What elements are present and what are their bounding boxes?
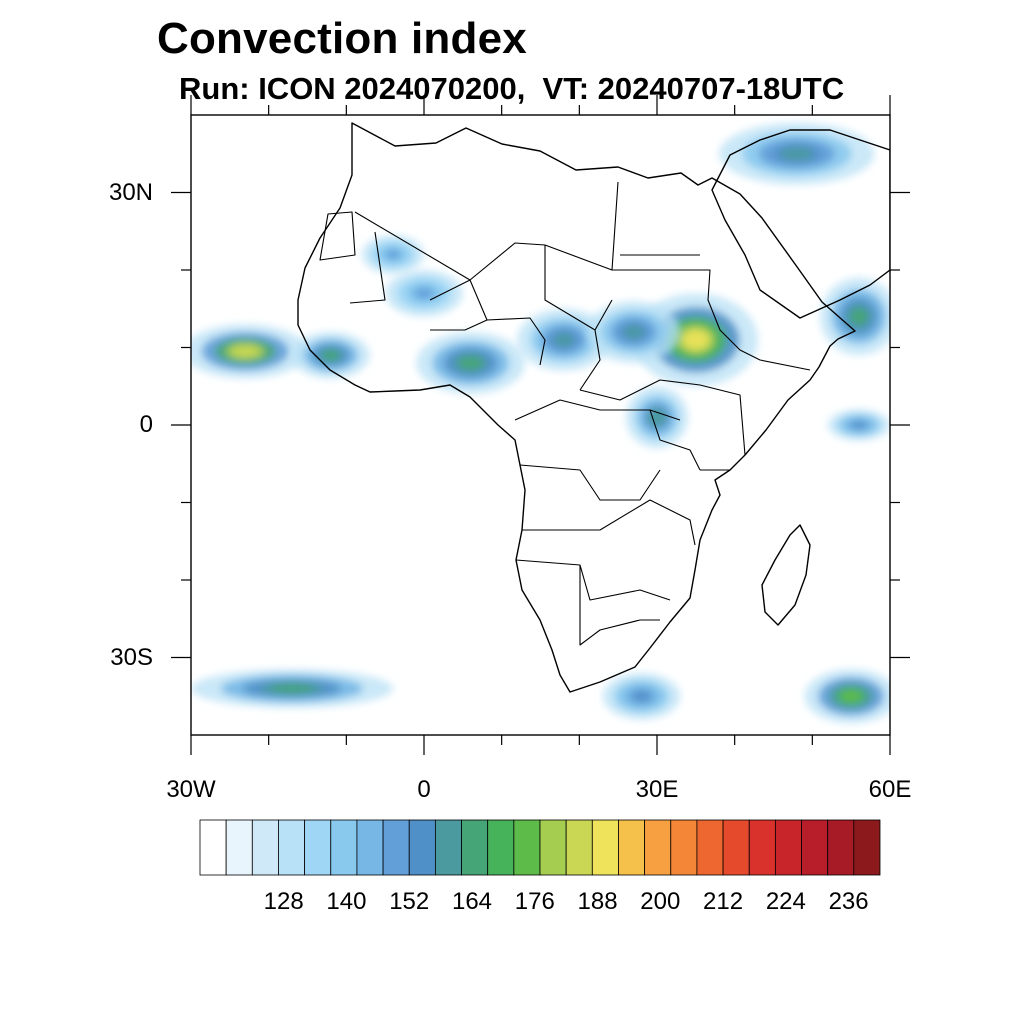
colorbar-label: 224 [765, 888, 806, 915]
colorbar-label: 176 [514, 888, 555, 915]
colorbar-swatch [434, 819, 462, 876]
field-chad-basin [517, 308, 611, 371]
field-mali-niger [385, 270, 463, 317]
x-tick-label: 0 [417, 776, 431, 803]
map-title: Convection index [157, 14, 527, 63]
y-tick-label: 0 [139, 411, 153, 438]
field-indian-ocean-south [804, 669, 890, 724]
colorbar-swatch [330, 819, 358, 876]
convection-field-layer [191, 122, 890, 724]
field-atlantic-itcz-band [191, 324, 308, 379]
map-frame [190, 114, 891, 736]
coastline-layer [297, 122, 890, 693]
colorbar-swatch [774, 819, 802, 876]
colorbar-swatch [827, 819, 855, 876]
field-indian-ocean-east [827, 409, 890, 441]
colorbar-swatch [382, 819, 410, 876]
africa-coastline [297, 122, 856, 693]
colorbar-swatch [408, 819, 436, 876]
colorbar-swatch [644, 819, 672, 876]
x-tick-label: 60E [868, 776, 912, 803]
y-tick-label: 30N [108, 178, 153, 206]
colorbar-label: 152 [389, 888, 430, 915]
x-tick-label: 30E [635, 776, 679, 803]
colorbar-label: 188 [577, 888, 618, 915]
field-middle-east-north [719, 122, 875, 185]
colorbar-swatch [618, 819, 646, 876]
x-tick-label: 30W [166, 776, 216, 803]
field-south-africa-front [602, 673, 681, 720]
colorbar-swatch [304, 819, 332, 876]
country-borders [319, 181, 811, 646]
field-ghana-nigeria [416, 332, 525, 394]
colorbar-swatch [748, 819, 776, 876]
colorbar-swatch [356, 819, 384, 876]
colorbar-swatch [251, 819, 279, 876]
axis-ticks [171, 95, 910, 755]
colorbar-label: 200 [640, 888, 681, 915]
colorbar-swatch [539, 819, 567, 876]
field-great-lakes [625, 386, 689, 449]
arabia-coastline [711, 129, 890, 319]
colorbar-swatch [225, 819, 253, 876]
field-guinea-coast [291, 332, 370, 379]
colorbar-label: 128 [263, 888, 304, 915]
colorbar-swatch [853, 819, 881, 876]
colorbar [199, 819, 881, 876]
colorbar-swatch [278, 819, 306, 876]
colorbar-swatch [461, 819, 489, 876]
colorbar-label: 236 [828, 888, 869, 915]
field-sudan-sahel [587, 301, 681, 363]
colorbar-swatch [513, 819, 541, 876]
colorbar-swatch [696, 819, 724, 876]
colorbar-swatch [565, 819, 593, 876]
field-arabian-sea [820, 277, 890, 356]
colorbar-swatch [670, 819, 698, 876]
colorbar-swatch [199, 819, 227, 876]
y-tick-label: 30S [110, 643, 153, 671]
field-sahara-cells [361, 235, 424, 274]
colorbar-label: 140 [326, 888, 367, 915]
colorbar-swatch [591, 819, 619, 876]
colorbar-label: 164 [451, 888, 493, 915]
madagascar-coastline [761, 524, 811, 626]
map-subtitle: Run: ICON 2024070200, VT: 20240707-18UTC [179, 71, 845, 106]
colorbar-swatch [801, 819, 829, 876]
colorbar-label: 212 [703, 888, 744, 915]
colorbar-swatch [722, 819, 750, 876]
field-south-atlantic-front [191, 669, 393, 708]
colorbar-swatch [487, 819, 515, 876]
